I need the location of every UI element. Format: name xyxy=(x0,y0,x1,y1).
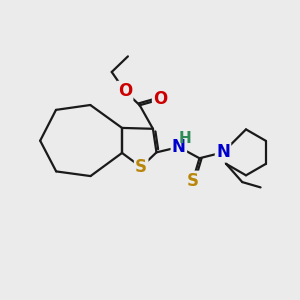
Text: N: N xyxy=(172,138,186,156)
Text: S: S xyxy=(135,158,147,176)
Text: O: O xyxy=(118,82,132,100)
Text: S: S xyxy=(187,172,199,190)
Text: N: N xyxy=(216,143,230,161)
Text: O: O xyxy=(153,90,167,108)
Text: H: H xyxy=(179,131,192,146)
